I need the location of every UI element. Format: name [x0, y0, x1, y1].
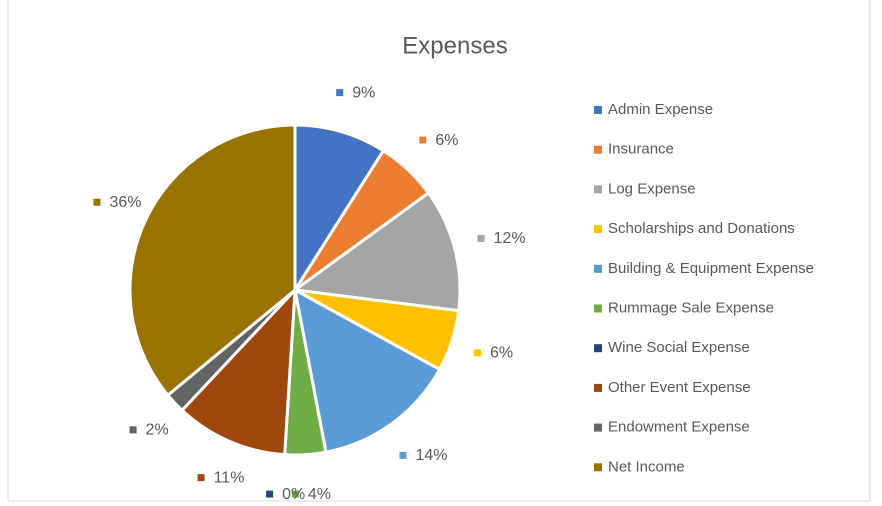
legend-swatch: [594, 344, 602, 353]
legend-swatch: [594, 145, 602, 154]
label-marker: [291, 490, 299, 498]
legend-swatch: [594, 304, 602, 313]
legend-label: Net Income: [608, 458, 685, 475]
label-marker: [399, 451, 407, 459]
data-label: 0%: [282, 486, 305, 503]
label-marker: [477, 235, 485, 243]
legend-swatch: [594, 106, 602, 114]
data-label: 4%: [308, 486, 331, 503]
label-marker: [419, 136, 427, 144]
label-marker: [129, 426, 137, 434]
label-marker: [197, 474, 205, 482]
chart-title: Expenses: [402, 32, 507, 59]
pie-slice: [291, 190, 462, 313]
legend-label: Rummage Sale Expense: [608, 299, 774, 316]
legend-swatch: [594, 423, 602, 432]
data-label: 11%: [214, 469, 245, 486]
chart-frame: [7, 0, 871, 502]
legend-label: Insurance: [608, 141, 674, 158]
data-label: 2%: [146, 422, 169, 439]
legend-label: Wine Social Expense: [608, 339, 750, 356]
legend-label: Building & Equipment Expense: [608, 260, 814, 277]
data-label: 14%: [415, 447, 447, 464]
label-marker: [336, 89, 344, 97]
label-marker: [266, 490, 274, 498]
legend-swatch: [594, 463, 602, 472]
legend-label: Endowment Expense: [608, 419, 750, 436]
data-label: 6%: [435, 132, 458, 149]
legend-label: Scholarships and Donations: [608, 220, 795, 237]
legend-label: Other Event Expense: [608, 379, 751, 396]
data-label: 9%: [352, 84, 375, 101]
pie-slice: [128, 123, 297, 398]
label-marker: [473, 349, 481, 357]
legend-label: Log Expense: [608, 180, 696, 197]
data-label: 6%: [490, 345, 513, 362]
pie-slice: [292, 287, 442, 454]
pie-slice: [179, 285, 297, 457]
data-label: 36%: [110, 194, 142, 211]
legend-swatch: [594, 383, 602, 392]
legend-swatch: [594, 185, 602, 194]
label-marker: [93, 198, 101, 206]
legend-swatch: [594, 225, 602, 234]
data-label: 12%: [494, 230, 526, 247]
legend-label: Admin Expense: [608, 101, 713, 118]
pie-slice: [293, 123, 386, 296]
legend-swatch: [594, 264, 602, 273]
